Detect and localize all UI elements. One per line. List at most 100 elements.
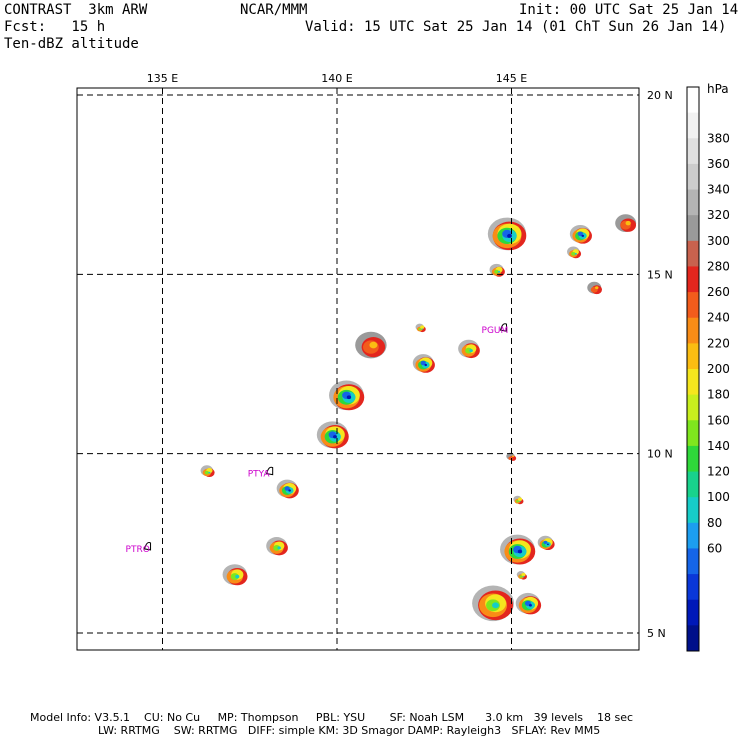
storm-cell-20-level-5 xyxy=(522,576,525,578)
station-label-ptro: PTRO xyxy=(126,545,150,555)
colorbar-label-60: 60 xyxy=(707,541,722,555)
colorbar-frame xyxy=(686,86,700,652)
colorbar-swatch-6 xyxy=(687,240,699,267)
storm-cell-12-level-4 xyxy=(204,470,209,475)
colorbar-swatch-8 xyxy=(687,292,699,319)
storm-cell-10-level-7 xyxy=(346,395,352,400)
colorbar-swatch-14 xyxy=(687,445,699,473)
colorbar-label-260: 260 xyxy=(707,285,730,299)
storm-cell-16-level-7 xyxy=(517,549,523,554)
colorbar-swatch-12 xyxy=(687,394,699,421)
colorbar-label-80: 80 xyxy=(707,516,722,530)
model-title: CONTRAST 3km ARW xyxy=(4,2,148,18)
colorbar-swatch-9 xyxy=(687,317,699,344)
forecast-hour: Fcst: 15 h xyxy=(4,19,106,35)
colorbar-swatch-13 xyxy=(687,420,699,447)
storm-cell-1-level-5 xyxy=(497,270,501,273)
colorbar-label-120: 120 xyxy=(707,465,730,479)
storm-cell-6-level-7 xyxy=(424,363,428,367)
colorbar-swatch-5 xyxy=(687,215,699,242)
colorbar-label-160: 160 xyxy=(707,413,730,427)
colorbar-label-140: 140 xyxy=(707,439,730,453)
colorbar-swatch-10 xyxy=(687,343,699,370)
colorbar-swatch-20 xyxy=(687,599,699,626)
storm-cell-3-level-5 xyxy=(574,252,577,255)
colorbar-unit: hPa xyxy=(707,82,729,96)
model-info-line2: LW: RRTMG SW: RRTMG DIFF: simple KM: 3D … xyxy=(98,724,601,737)
colorbar-label-300: 300 xyxy=(707,234,730,248)
colorbar-swatch-1 xyxy=(687,112,699,139)
storm-cell-2-level-7 xyxy=(581,234,585,237)
colorbar-swatch-4 xyxy=(687,189,699,216)
colorbar-swatch-7 xyxy=(687,266,699,293)
storm-cell-1-level-4 xyxy=(494,269,499,274)
storm-cell-5-level-3 xyxy=(595,286,599,290)
storm-cell-22-level-3 xyxy=(517,497,523,502)
storm-cell-22-level-5 xyxy=(519,500,521,502)
storm-cell-11-level-7 xyxy=(333,435,337,439)
colorbar-label-360: 360 xyxy=(707,157,730,171)
colorbar-swatch-15 xyxy=(687,471,699,498)
storm-cell-20-level-4 xyxy=(519,575,523,578)
x-tick-label-145: 145 E xyxy=(496,72,527,85)
colorbar-label-180: 180 xyxy=(707,388,730,402)
colorbar-label-220: 220 xyxy=(707,336,730,350)
x-tick-label-135: 135 E xyxy=(147,72,178,85)
storm-cell-15-level-5 xyxy=(235,574,240,579)
model-info-line1: Model Info: V3.5.1 CU: No Cu MP: Thompso… xyxy=(30,711,634,724)
colorbar-label-200: 200 xyxy=(707,362,730,376)
colorbar-swatch-11 xyxy=(687,369,699,396)
storm-cell-8-level-4 xyxy=(418,327,422,331)
y-tick-label-20: 20 N xyxy=(647,89,673,102)
storm-cell-2-level-6 xyxy=(577,231,583,237)
storm-cell-14-level-4 xyxy=(273,544,281,551)
storm-cell-3-level-4 xyxy=(571,252,576,256)
colorbar-swatch-17 xyxy=(687,522,699,549)
island-outline-pgum xyxy=(499,323,508,332)
storm-cell-4-level-3 xyxy=(625,220,631,226)
colorbar-swatch-2 xyxy=(687,138,699,165)
storm-cell-22-level-4 xyxy=(516,500,519,503)
x-tick-label-140: 140 E xyxy=(321,72,352,85)
storm-cell-9-level-3 xyxy=(369,341,378,349)
station-label-ptya: PTYA xyxy=(248,470,271,480)
colorbar-label-240: 240 xyxy=(707,311,730,325)
colorbar-swatch-16 xyxy=(687,497,699,524)
colorbar-label-320: 320 xyxy=(707,208,730,222)
colorbar-swatch-0 xyxy=(687,87,699,114)
colorbar-swatch-21 xyxy=(687,625,699,652)
storm-cell-8-level-3 xyxy=(420,325,425,329)
colorbar-label-380: 380 xyxy=(707,131,730,145)
y-tick-label-10: 10 N xyxy=(647,448,673,461)
storm-cell-14-level-5 xyxy=(277,546,281,550)
storm-cell-15-level-4 xyxy=(230,573,239,581)
init-time: Init: 00 UTC Sat 25 Jan 14 xyxy=(519,2,739,18)
storm-cell-19-level-7 xyxy=(528,604,532,607)
colorbar-swatch-19 xyxy=(687,574,699,601)
storm-cell-17-level-6 xyxy=(543,540,548,544)
colorbar-label-340: 340 xyxy=(707,183,730,197)
storm-cell-6-level-6 xyxy=(420,360,426,366)
storm-cell-0-level-7 xyxy=(507,233,512,238)
storm-cell-7-level-5 xyxy=(469,349,473,353)
storm-cell-12-level-5 xyxy=(208,471,211,474)
plot-frame xyxy=(76,87,640,651)
valid-time: Valid: 15 UTC Sat 25 Jan 14 (01 ChT Sun … xyxy=(305,19,727,35)
field-name: Ten-dBZ altitude xyxy=(4,36,139,52)
storm-cell-8-level-5 xyxy=(421,328,423,330)
y-tick-label-5: 5 N xyxy=(647,627,666,640)
storm-cell-18-level-5 xyxy=(492,602,500,609)
storm-cell-21-level-3 xyxy=(511,455,515,458)
colorbar-swatch-18 xyxy=(687,548,699,575)
colorbar-label-100: 100 xyxy=(707,490,730,504)
storm-cell-7-level-4 xyxy=(465,347,473,354)
storm-cell-17-level-7 xyxy=(546,543,549,546)
organization-label: NCAR/MMM xyxy=(240,2,308,18)
storm-cell-13-level-6 xyxy=(284,486,290,491)
island-outline-ptya xyxy=(266,466,274,476)
colorbar-swatch-3 xyxy=(687,163,699,191)
island-outline-ptro xyxy=(143,542,152,551)
storm-cell-13-level-7 xyxy=(288,489,291,492)
colorbar-label-280: 280 xyxy=(707,259,730,273)
